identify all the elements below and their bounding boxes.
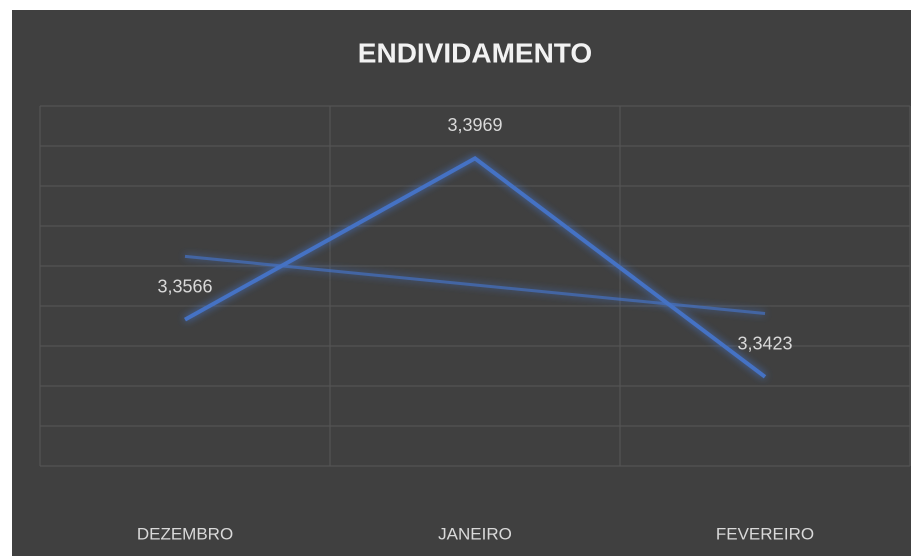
chart-title: ENDIVIDAMENTO: [358, 37, 592, 68]
x-tick-label: DEZEMBRO: [137, 524, 233, 543]
x-tick-label: JANEIRO: [438, 524, 512, 543]
data-label: 3,3969: [447, 115, 502, 135]
data-label: 3,3566: [157, 276, 212, 296]
data-line: [184, 156, 767, 379]
x-tick-label: FEVEREIRO: [716, 524, 814, 543]
data-label: 3,3423: [737, 334, 792, 354]
